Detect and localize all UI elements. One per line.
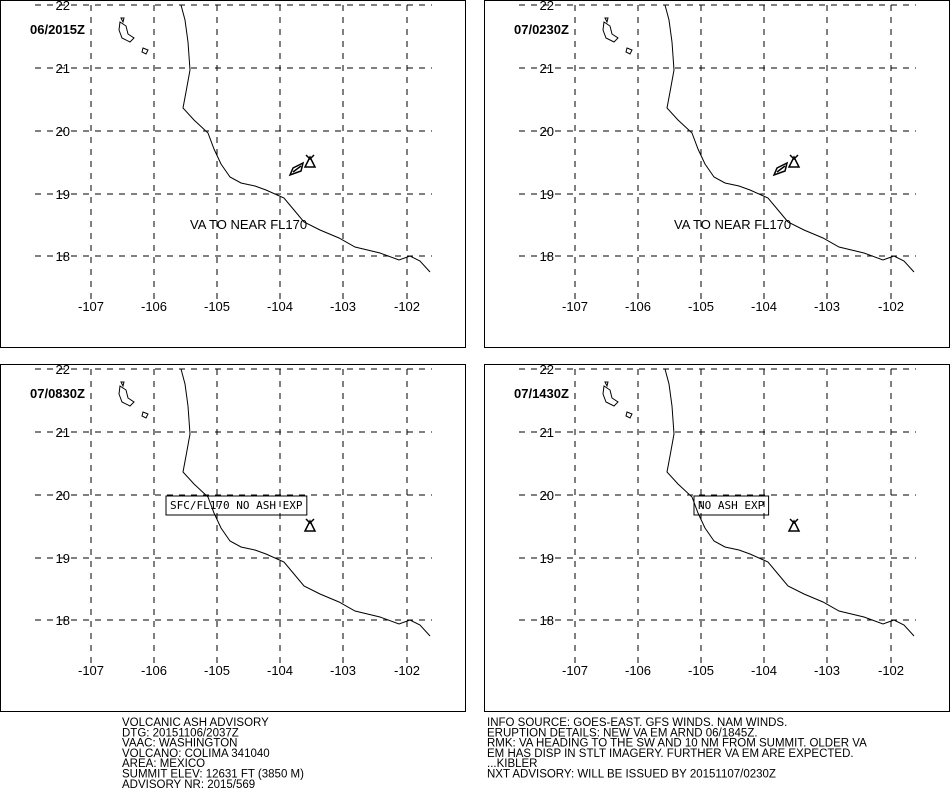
advisory-line: ERUPTION DETAILS: NEW VA EM ARND 06/1845…: [487, 727, 758, 739]
volcano: [787, 154, 801, 168]
lat-label: 21: [56, 425, 70, 440]
islands: [118, 381, 149, 419]
panel-border: [484, 364, 950, 712]
lon-label: -107: [78, 663, 104, 678]
lon-label: -103: [330, 299, 356, 314]
lat-label: 20: [56, 124, 70, 139]
coastline: [664, 4, 915, 273]
lon-label: -102: [878, 663, 904, 678]
lon-label: -104: [267, 299, 293, 314]
lon-label: -106: [625, 663, 651, 678]
lon-label: -105: [204, 663, 230, 678]
islands: [118, 17, 149, 55]
panel-border: [484, 0, 950, 348]
lon-label: -103: [814, 299, 840, 314]
map-panel: -107 -106 -105 -104 -103 -102 22 21 20 19 18 06/201…: [0, 0, 466, 348]
ash-annotation: VA TO NEAR FL170: [190, 217, 307, 232]
lon-label: -105: [688, 663, 714, 678]
ash-annotation: SFC/FL170 NO ASH EXP: [170, 499, 303, 512]
lat-label: 21: [540, 61, 554, 76]
map-panel: -107 -106 -105 -104 -103 -102 22 21 20 19 18 07/083…: [0, 362, 466, 712]
coastline: [180, 4, 431, 273]
lon-label: -104: [267, 663, 293, 678]
lat-label: 20: [540, 124, 554, 139]
advisory-line: ADVISORY NR: 2015/569: [122, 779, 255, 791]
annotation-box: [693, 495, 770, 516]
lat-label: 22: [540, 0, 554, 13]
lat-label: 18: [56, 613, 70, 628]
lon-label: -102: [878, 299, 904, 314]
advisory-line: SUMMIT ELEV: 12631 FT (3850 M): [122, 769, 304, 781]
lon-label: -106: [625, 299, 651, 314]
advisory-line: EM HAS DISP IN STLT IMAGERY. FURTHER VA …: [487, 748, 854, 760]
time-label: 07/1430Z: [514, 386, 569, 401]
coastline: [664, 368, 915, 637]
lat-label: 20: [540, 488, 554, 503]
advisory-line: VOLCANIC ASH ADVISORY: [122, 717, 269, 729]
volcano: [303, 518, 317, 532]
coastline: [180, 368, 431, 637]
advisory-line: INFO SOURCE: GOES-EAST. GFS WINDS. NAM W…: [487, 717, 787, 729]
advisory-line: VOLCANO: COLIMA 341040: [122, 748, 270, 760]
panel-border: [0, 0, 466, 348]
lat-label: 22: [540, 362, 554, 377]
islands: [602, 17, 633, 55]
annotation-box: [165, 495, 308, 516]
lon-label: -102: [394, 299, 420, 314]
lat-label: 18: [540, 249, 554, 264]
lon-label: -104: [751, 299, 777, 314]
advisory-line: RMK: VA HEADING TO THE SW AND 10 NM FROM…: [487, 738, 867, 750]
lon-label: -103: [814, 663, 840, 678]
lon-label: -106: [141, 299, 167, 314]
lon-label: -104: [751, 663, 777, 678]
lon-label: -107: [562, 299, 588, 314]
advisory-line: VAAC: WASHINGTON: [122, 738, 237, 750]
lat-label: 18: [56, 249, 70, 264]
time-label: 06/2015Z: [30, 22, 85, 37]
ash-annotation: VA TO NEAR FL170: [674, 217, 791, 232]
volcano: [787, 518, 801, 532]
time-label: 07/0230Z: [514, 22, 569, 37]
advisory-line: DTG: 20151106/2037Z: [122, 727, 239, 739]
lon-label: -107: [78, 299, 104, 314]
lat-label: 19: [540, 187, 554, 202]
lon-label: -102: [394, 663, 420, 678]
lat-label: 22: [56, 0, 70, 13]
advisory-line: NXT ADVISORY: WILL BE ISSUED BY 20151107…: [487, 769, 776, 781]
lon-label: -106: [141, 663, 167, 678]
ash-annotation: NO ASH EXP: [698, 499, 765, 512]
map-panel: -107 -106 -105 -104 -103 -102 22 21 20 19 18 07/143…: [484, 362, 950, 712]
lon-label: -107: [562, 663, 588, 678]
advisory-line: ...KIBLER: [487, 758, 538, 770]
lat-label: 21: [56, 61, 70, 76]
lat-label: 20: [56, 488, 70, 503]
lat-label: 22: [56, 362, 70, 377]
lat-label: 19: [56, 187, 70, 202]
lon-label: -103: [330, 663, 356, 678]
ash-area: [288, 161, 305, 177]
lon-label: -105: [204, 299, 230, 314]
ash-area: [772, 161, 789, 177]
map-panel: -107 -106 -105 -104 -103 -102 22 21 20 19 18 07/023…: [484, 0, 950, 348]
advisory-line: AREA: MEXICO: [122, 758, 205, 770]
lon-label: -105: [688, 299, 714, 314]
time-label: 07/0830Z: [30, 386, 85, 401]
lat-label: 21: [540, 425, 554, 440]
volcano: [303, 154, 317, 168]
lat-label: 18: [540, 613, 554, 628]
islands: [602, 381, 633, 419]
lat-label: 19: [540, 551, 554, 566]
panel-border: [0, 364, 466, 712]
lat-label: 19: [56, 551, 70, 566]
